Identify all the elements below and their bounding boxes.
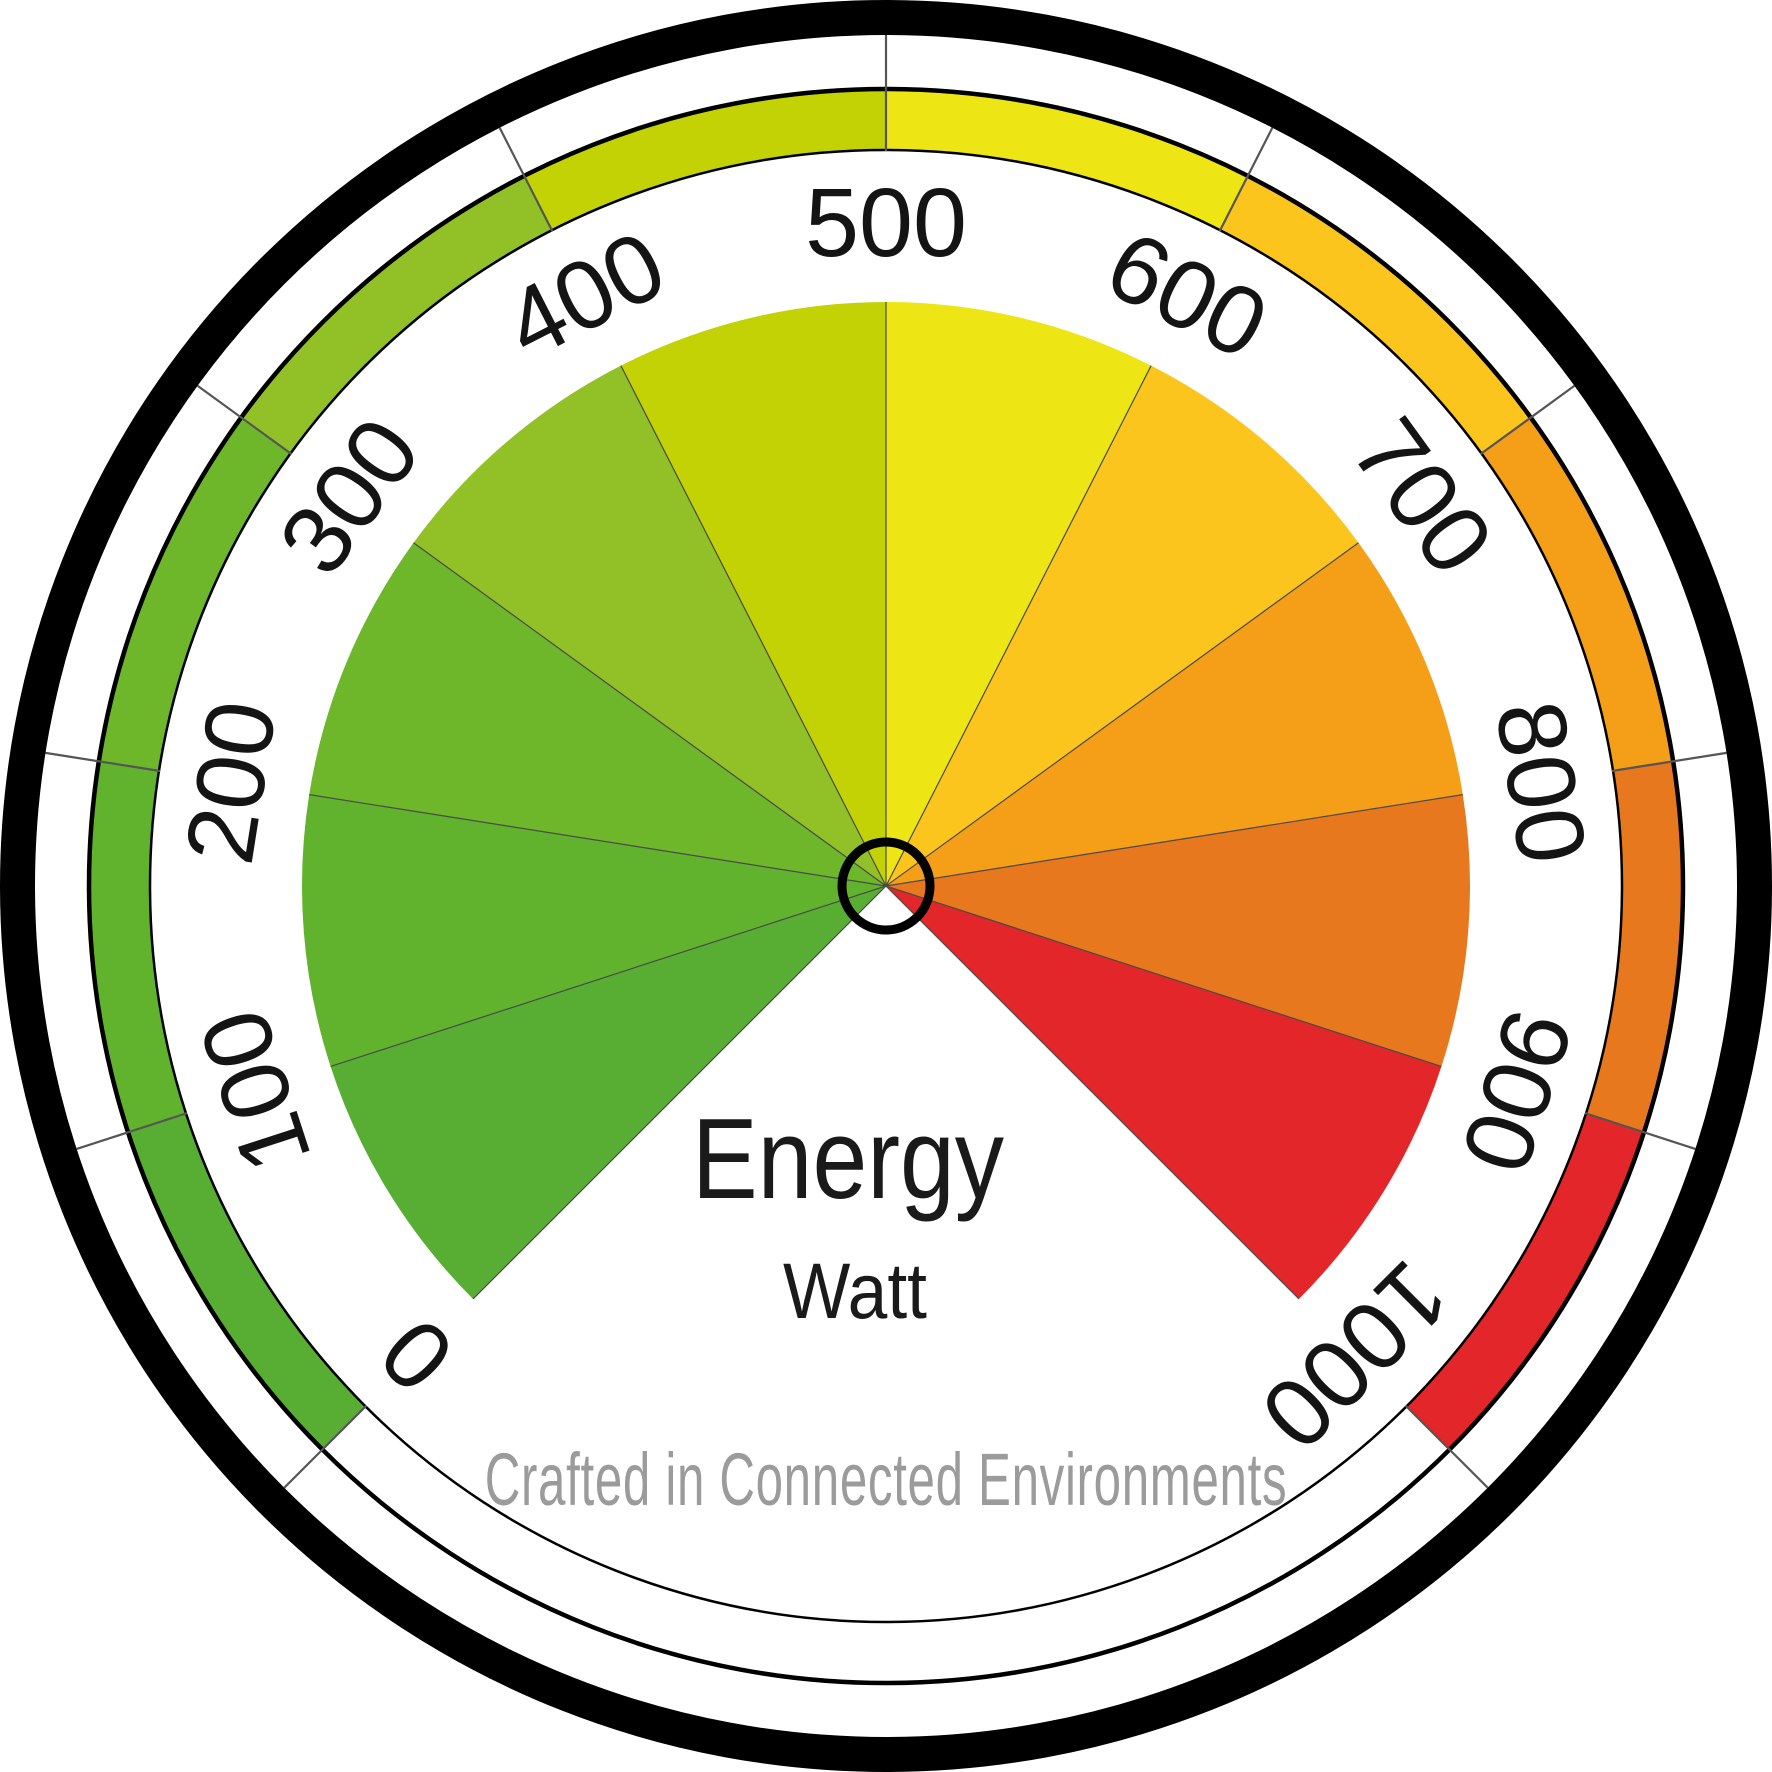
- fan-wedge-700-800: [886, 542, 1463, 886]
- scale-label-500: 500: [805, 168, 967, 277]
- band-segment-100-200: [88, 761, 187, 1133]
- hub-circle: [837, 837, 935, 935]
- fan-wedge-0-100: [330, 886, 887, 1299]
- fan-divider-1000: [885, 885, 1300, 1300]
- value-fan: [301, 302, 1471, 1299]
- band-segment-700-800: [1481, 417, 1674, 771]
- tick-mark-200: [45, 751, 161, 773]
- fan-dividers: [309, 302, 1463, 1300]
- band-segment-300-400: [241, 175, 552, 454]
- scale-color-band: [88, 89, 1684, 1450]
- fan-divider-600: [885, 365, 1152, 887]
- scale-label-800: 800: [1475, 694, 1608, 871]
- fan-wedge-300-400: [413, 365, 886, 886]
- band-segment-500-600: [886, 89, 1248, 231]
- tick-mark-100: [76, 1112, 188, 1151]
- fan-wedge-600-700: [886, 365, 1359, 886]
- fan-divider-200: [309, 794, 887, 887]
- fan-divider-800: [885, 794, 1463, 887]
- fan-wedge-400-500: [620, 302, 886, 886]
- gauge-title: Energy: [692, 1096, 1004, 1223]
- fan-wedge-500-600: [886, 302, 1152, 886]
- band-segment-400-500: [524, 89, 886, 231]
- tick-mark-800: [1611, 751, 1727, 773]
- tick-mark-0: [283, 1404, 368, 1489]
- tick-mark-900: [1584, 1112, 1696, 1151]
- tick-mark-600: [1218, 127, 1274, 232]
- fan-divider-700: [885, 542, 1359, 887]
- fan-wedge-200-300: [309, 542, 886, 886]
- fan-wedge-100-200: [301, 794, 887, 1067]
- fan-divider-900: [885, 885, 1442, 1068]
- fan-divider-100: [330, 885, 887, 1068]
- tick-mark-300: [196, 384, 293, 455]
- fan-divider-300: [413, 542, 887, 887]
- band-segment-900-1000: [1406, 1113, 1644, 1450]
- band-segment-800-900: [1585, 761, 1684, 1133]
- tick-mark-700: [1479, 384, 1576, 455]
- scale-label-0: 0: [359, 1298, 474, 1413]
- band-segment-0-100: [128, 1113, 366, 1450]
- fan-wedge-800-900: [886, 794, 1471, 1067]
- gauge-unit-label: Watt: [783, 1246, 927, 1335]
- scale-label-200: 200: [164, 694, 297, 871]
- band-segment-600-700: [1220, 175, 1531, 454]
- tick-mark-400: [498, 127, 554, 232]
- fan-divider-0: [472, 885, 887, 1300]
- fan-divider-400: [620, 365, 887, 887]
- scale-ticks: [45, 35, 1727, 1489]
- tick-mark-1000: [1404, 1404, 1489, 1489]
- credit-text: Crafted in Connected Environments: [485, 1439, 1288, 1522]
- fan-wedge-900-1000: [886, 886, 1442, 1299]
- band-segment-200-300: [98, 417, 291, 771]
